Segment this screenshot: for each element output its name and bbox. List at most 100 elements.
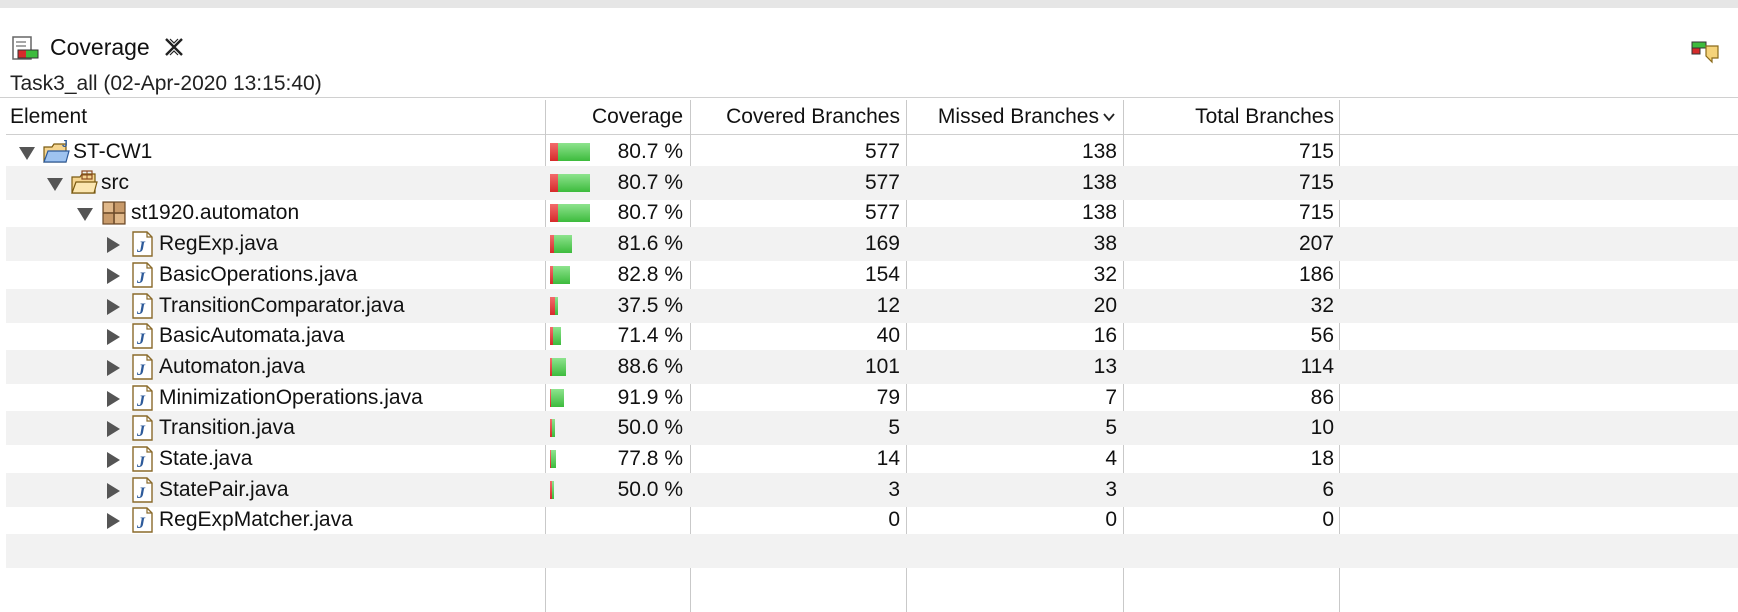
java-file-icon: J — [128, 261, 156, 289]
covered-portion — [558, 173, 590, 192]
table-header: Element Coverage Covered Branches Missed… — [6, 100, 1738, 135]
missed-branches-value: 138 — [1081, 201, 1117, 225]
missed-portion — [550, 357, 552, 376]
triangle-down-icon[interactable] — [76, 205, 94, 223]
table-row[interactable]: J TransitionComparator.java 37.5 % 12 20 32 — [6, 288, 1738, 323]
covered-branches-value: 3 — [888, 477, 900, 501]
triangle-right-icon[interactable] — [104, 267, 122, 285]
svg-text:J: J — [136, 331, 146, 348]
svg-text:J: J — [136, 301, 146, 318]
missed-portion — [550, 204, 558, 223]
element-name: Transition.java — [159, 416, 295, 440]
triangle-right-icon[interactable] — [104, 451, 122, 469]
column-header-element[interactable]: Element — [10, 105, 88, 128]
table-row[interactable]: st1920.automaton 80.7 % 577 138 715 — [6, 196, 1738, 230]
table-row[interactable]: J BasicOperations.java 82.8 % 154 32 186 — [6, 258, 1738, 292]
missed-branches-value: 0 — [1105, 508, 1117, 532]
missed-branches-value: 32 — [1093, 262, 1117, 286]
coverage-value: 80.7 % — [617, 170, 683, 194]
missed-branches-value: 20 — [1093, 293, 1117, 317]
triangle-down-icon[interactable] — [18, 144, 36, 162]
missed-portion — [550, 143, 558, 161]
triangle-down-icon[interactable] — [46, 175, 64, 193]
triangle-right-icon[interactable] — [104, 328, 122, 346]
missed-branches-value: 7 — [1105, 385, 1117, 409]
covered-branches-value: 79 — [876, 385, 900, 409]
triangle-right-icon[interactable] — [104, 236, 122, 254]
triangle-right-icon[interactable] — [104, 390, 122, 408]
missed-branches-value: 13 — [1093, 354, 1117, 378]
total-branches-value: 0 — [1322, 508, 1334, 532]
covered-branches-value: 40 — [876, 324, 900, 348]
svg-text:J: J — [136, 515, 146, 532]
coverage-value: 37.5 % — [617, 293, 683, 317]
java-file-icon: J — [128, 445, 156, 473]
total-branches-value: 32 — [1310, 293, 1334, 317]
coverage-value: 77.8 % — [617, 447, 683, 470]
element-name: BasicAutomata.java — [159, 324, 345, 348]
covered-branches-value: 577 — [864, 201, 900, 225]
missed-branches-value: 4 — [1105, 447, 1117, 470]
table-row[interactable]: J BasicAutomata.java 71.4 % 40 16 56 — [6, 319, 1738, 353]
table-row[interactable]: J StatePair.java 50.0 % 3 3 6 — [6, 472, 1738, 507]
java-file-icon: J — [128, 506, 156, 534]
covered-branches-value: 169 — [864, 232, 900, 256]
table-row[interactable]: J Transition.java 50.0 % 5 5 10 — [6, 411, 1738, 446]
element-name: st1920.automaton — [131, 201, 300, 225]
covered-portion — [552, 480, 554, 499]
table-row[interactable]: J ST-CW1 80.7 % 577 138 715 — [6, 135, 1738, 169]
missed-portion — [550, 480, 552, 499]
triangle-right-icon[interactable] — [104, 298, 122, 316]
column-header-covered-branches[interactable]: Covered Branches — [726, 105, 900, 128]
missed-branches-value: 5 — [1105, 416, 1117, 440]
table-row[interactable]: src 80.7 % 577 138 715 — [6, 165, 1738, 200]
triangle-right-icon[interactable] — [104, 359, 122, 377]
table-row[interactable]: J RegExpMatcher.java 0 0 0 — [6, 503, 1738, 537]
covered-branches-value: 12 — [876, 293, 900, 317]
element-name: RegExpMatcher.java — [159, 508, 353, 532]
column-header-total-branches[interactable]: Total Branches — [1195, 105, 1334, 128]
covered-branches-value: 577 — [864, 140, 900, 163]
covered-branches-value: 5 — [888, 416, 900, 440]
covered-branches-value: 577 — [864, 170, 900, 194]
view-menu-icon[interactable] — [1690, 36, 1726, 64]
window-top-border — [0, 0, 1738, 8]
covered-branches-value: 14 — [876, 447, 900, 470]
triangle-right-icon[interactable] — [104, 482, 122, 500]
coverage-tab[interactable]: Coverage — [0, 14, 200, 64]
coverage-session-label: Task3_all (02-Apr-2020 13:15:40) — [10, 72, 322, 95]
total-branches-value: 56 — [1310, 324, 1334, 348]
missed-portion — [550, 450, 551, 468]
java-file-icon: J — [128, 476, 156, 504]
java-file-icon: J — [128, 414, 156, 442]
table-row[interactable]: J MinimizationOperations.java 91.9 % 79 7 86 — [6, 381, 1738, 415]
element-name: BasicOperations.java — [159, 262, 358, 286]
triangle-right-icon[interactable] — [104, 420, 122, 438]
covered-portion — [554, 235, 572, 254]
missed-branches-value: 16 — [1093, 324, 1117, 348]
triangle-right-icon[interactable] — [104, 512, 122, 530]
coverage-value: 82.8 % — [617, 262, 683, 286]
total-branches-value: 114 — [1300, 354, 1334, 378]
table-row[interactable]: J RegExp.java 81.6 % 169 38 207 — [6, 227, 1738, 262]
missed-portion — [550, 265, 553, 284]
empty-row — [6, 534, 1738, 569]
table-row[interactable]: J Automaton.java 88.6 % 101 13 114 — [6, 349, 1738, 384]
total-branches-value: 715 — [1298, 170, 1334, 194]
missed-portion — [550, 327, 553, 346]
svg-text:J: J — [136, 454, 146, 471]
close-icon[interactable] — [163, 36, 185, 58]
covered-portion — [558, 204, 590, 223]
missed-portion — [550, 419, 552, 438]
element-name: TransitionComparator.java — [159, 293, 405, 317]
element-name: RegExp.java — [159, 232, 279, 256]
total-branches-value: 18 — [1310, 447, 1334, 470]
column-header-coverage[interactable]: Coverage — [591, 105, 683, 128]
column-header-missed-branches[interactable]: Missed Branches — [907, 100, 1123, 134]
missed-portion — [550, 388, 551, 407]
table-row[interactable]: J State.java 77.8 % 14 4 18 — [6, 442, 1738, 476]
svg-text:J: J — [136, 393, 146, 410]
covered-portion — [551, 388, 564, 407]
header-separator — [0, 97, 1738, 98]
covered-portion — [552, 419, 555, 438]
